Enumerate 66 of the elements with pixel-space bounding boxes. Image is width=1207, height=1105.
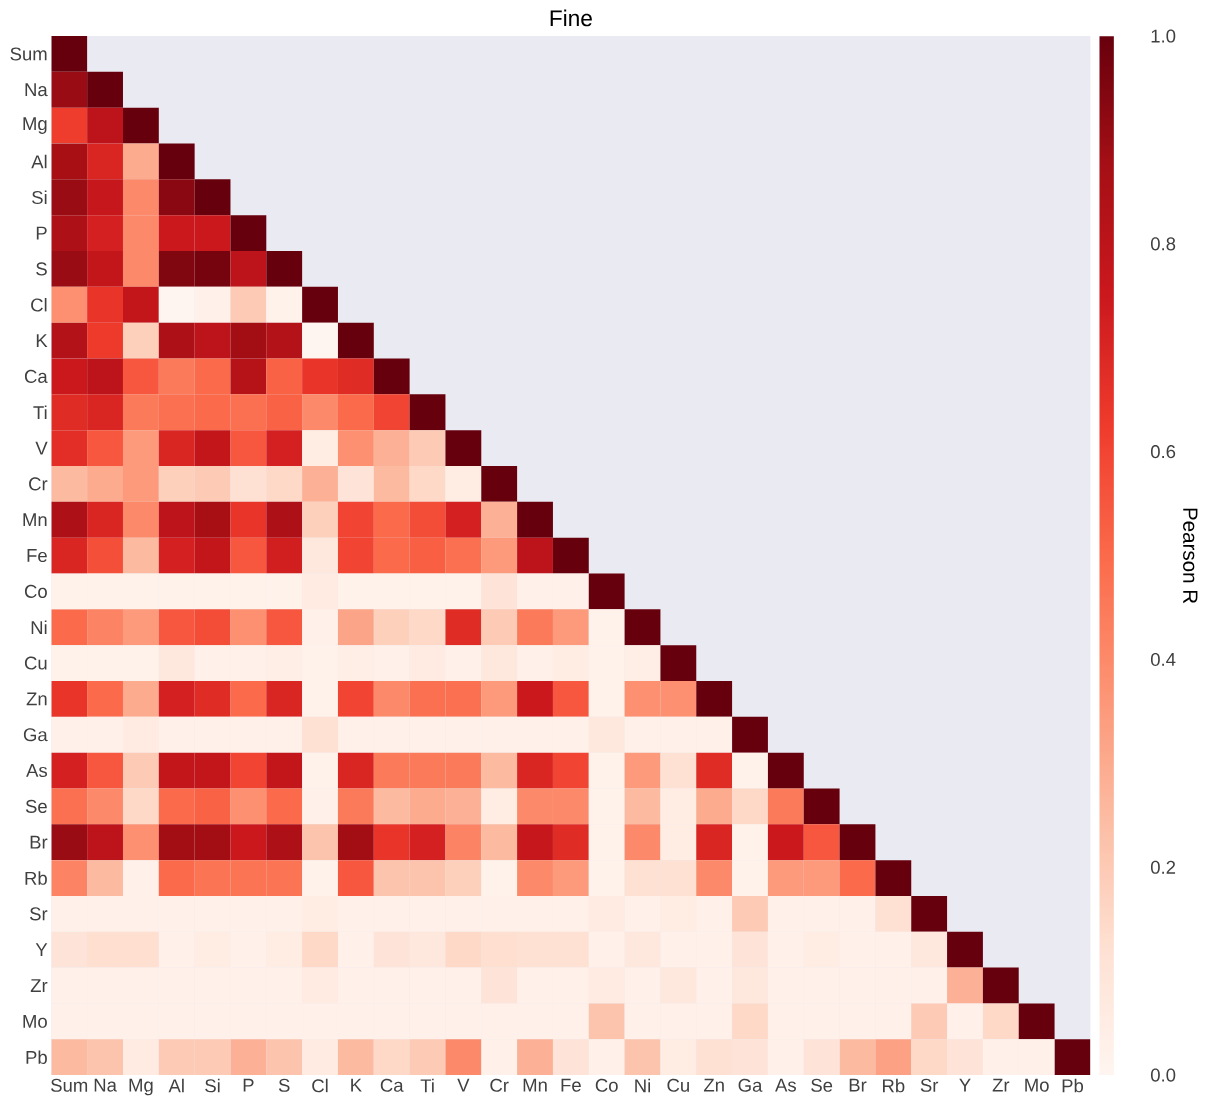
y-tick-label: Zr bbox=[30, 979, 48, 992]
x-tick-label: Cu bbox=[667, 1078, 689, 1092]
x-tick-label: Fe bbox=[561, 1078, 581, 1092]
y-tick-label: Mn bbox=[23, 513, 47, 527]
y-tick-label: Si bbox=[32, 190, 47, 205]
y-tick-label: As bbox=[26, 764, 48, 778]
x-tick-label: Sum bbox=[51, 1078, 88, 1092]
y-tick-label: Cu bbox=[24, 656, 47, 670]
x-tick-label: S bbox=[278, 1078, 290, 1092]
y-tick-label: Rb bbox=[25, 871, 47, 885]
x-tick-label: Cr bbox=[490, 1078, 509, 1092]
x-tick-label: Co bbox=[595, 1078, 618, 1092]
y-tick-label: Ca bbox=[24, 369, 48, 384]
x-tick-label: Mn bbox=[523, 1078, 547, 1092]
x-tick-label: Ni bbox=[635, 1078, 651, 1093]
y-tick-label: Al bbox=[31, 154, 47, 169]
y-tick-label: Cl bbox=[31, 297, 47, 312]
x-tick-label: Na bbox=[94, 1078, 117, 1092]
y-tick-label: K bbox=[36, 334, 48, 347]
y-tick-label: Na bbox=[25, 83, 48, 97]
x-tick-label: Si bbox=[205, 1078, 220, 1093]
x-tick-label: Pb bbox=[1062, 1078, 1084, 1093]
y-tick-label: Fe bbox=[27, 549, 47, 563]
color-bar-label: 0.4 bbox=[1150, 652, 1176, 667]
x-tick-label: Mg bbox=[129, 1078, 153, 1096]
x-tick-label: Zr bbox=[992, 1078, 1010, 1092]
x-tick-label: Br bbox=[849, 1078, 867, 1092]
y-tick-label: Pb bbox=[26, 1050, 47, 1065]
y-tick-label: S bbox=[36, 262, 47, 276]
x-tick-label: Rb bbox=[883, 1078, 905, 1093]
y-tick-label: Y bbox=[35, 943, 48, 957]
y-tick-label: Cr bbox=[29, 477, 48, 491]
y-tick-label: Sr bbox=[30, 907, 48, 921]
x-tick-label: Se bbox=[811, 1078, 833, 1092]
color-bar-label: 0.2 bbox=[1150, 860, 1176, 874]
x-tick-label: Zn bbox=[703, 1078, 724, 1092]
x-tick-label: Ti bbox=[420, 1078, 434, 1093]
y-tick-label: Mo bbox=[23, 1014, 47, 1028]
y-tick-label: Zn bbox=[26, 692, 47, 706]
color-bar-title: Pearson R bbox=[1183, 508, 1198, 604]
x-tick-label: As bbox=[775, 1078, 796, 1092]
y-tick-label: Mg bbox=[23, 117, 47, 134]
x-tick-label: Mo bbox=[1025, 1078, 1049, 1092]
y-tick-label: Se bbox=[25, 799, 47, 813]
color-bar-label: 0.0 bbox=[1150, 1068, 1176, 1082]
color-bar-label: 0.6 bbox=[1150, 445, 1176, 459]
y-tick-label: Br bbox=[30, 835, 48, 849]
y-tick-label: P bbox=[36, 226, 47, 240]
x-tick-label: Y bbox=[959, 1078, 971, 1092]
y-tick-label: Sum bbox=[10, 47, 47, 61]
x-tick-label: Al bbox=[168, 1078, 184, 1093]
y-tick-label: Co bbox=[24, 584, 47, 598]
color-bar-label: 1.0 bbox=[1151, 29, 1176, 43]
x-tick-label: Ca bbox=[380, 1078, 404, 1092]
x-tick-label: K bbox=[351, 1078, 362, 1092]
y-tick-label: Ni bbox=[31, 620, 47, 634]
y-tick-label: Ti bbox=[33, 405, 47, 419]
y-tick-label: V bbox=[35, 441, 48, 455]
color-bar-label: 0.8 bbox=[1150, 237, 1176, 251]
x-tick-label: P bbox=[243, 1078, 254, 1092]
x-tick-label: Cl bbox=[312, 1078, 328, 1093]
x-tick-label: Ga bbox=[738, 1078, 763, 1092]
x-tick-label: V bbox=[457, 1078, 470, 1092]
x-tick-label: Sr bbox=[920, 1078, 939, 1092]
y-tick-label: Ga bbox=[23, 728, 48, 742]
chart-title: Fine bbox=[550, 9, 592, 27]
